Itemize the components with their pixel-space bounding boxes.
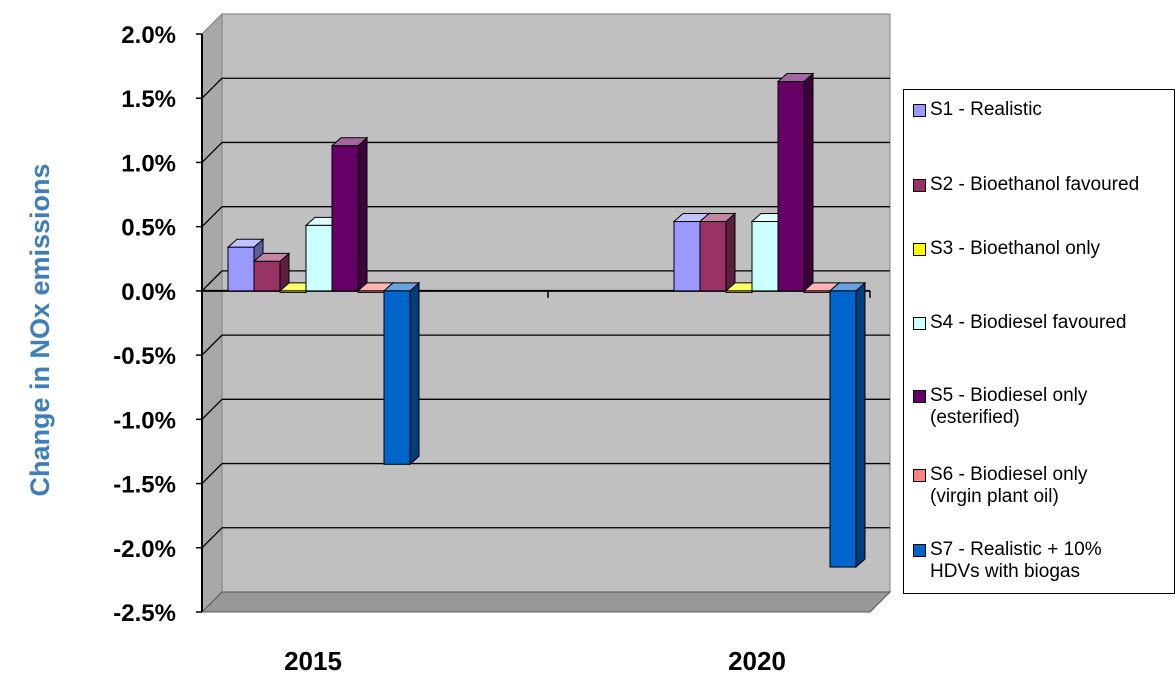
category-label: 2015 (284, 646, 342, 676)
bar-front (227, 246, 255, 292)
legend-item: S2 - Bioethanol favoured (913, 174, 1175, 196)
bar-front (829, 290, 857, 568)
gridline-side (201, 77, 223, 99)
y-tick-label: 0.5% (121, 215, 176, 242)
gridline-side (201, 463, 223, 485)
bar-front (331, 145, 359, 292)
legend-swatch (913, 390, 926, 403)
series-2 (252, 212, 737, 293)
bar-front (253, 260, 281, 292)
y-tick-label: 2.0% (121, 22, 176, 49)
legend-swatch (913, 243, 926, 256)
legend-label: S2 - Bioethanol favoured (930, 174, 1140, 195)
legend-label: S5 - Biodiesel only (esterified) (930, 385, 1088, 428)
bar (698, 212, 737, 293)
gridline-side (201, 206, 223, 228)
series-1 (226, 212, 711, 293)
bar (226, 238, 265, 293)
series-5 (330, 72, 815, 293)
legend-item: S7 - Realistic + 10% HDVs with biogas (913, 539, 1175, 583)
bar-front (279, 290, 307, 293)
y-tick-label: -1.5% (113, 472, 176, 499)
legend-swatch (913, 317, 926, 330)
y-tick-label: -2.0% (113, 536, 176, 563)
y-tick-label: 1.0% (121, 150, 176, 177)
legend-swatch (913, 544, 926, 557)
bar (252, 252, 291, 293)
bar-front (357, 290, 385, 293)
plot-floor (200, 591, 892, 613)
legend-label: S3 - Bioethanol only (930, 238, 1101, 259)
legend-swatch (913, 469, 926, 482)
y-tick-label: 0.0% (121, 279, 176, 306)
legend-label: S7 - Realistic + 10% HDVs with biogas (930, 539, 1102, 582)
bar-side (725, 212, 736, 293)
gridline-side (201, 334, 223, 356)
chart-legend: S1 - Realistic S2 - Bioethanol favoured S3… (903, 89, 1175, 594)
bar (776, 72, 815, 293)
bar (330, 136, 369, 293)
bar-front (725, 290, 753, 293)
series-7 (382, 281, 867, 569)
y-axis-title: Change in NOx emissions (25, 163, 55, 496)
bar-front (673, 221, 701, 292)
legend-label: S6 - Biodiesel only (virgin plant oil) (930, 464, 1088, 507)
plot-side-wall (201, 12, 223, 614)
category-label: 2020 (728, 646, 786, 676)
legend-swatch (913, 179, 926, 192)
bar-front (383, 290, 411, 465)
y-tick-label: -0.5% (113, 343, 176, 370)
bar-front (305, 224, 333, 292)
gridline-side (201, 141, 223, 163)
legend-label: S4 - Biodiesel favoured (930, 312, 1127, 333)
bar (382, 281, 421, 466)
gridline-side (201, 398, 223, 420)
bar (828, 281, 867, 569)
legend-item: S5 - Biodiesel only (esterified) (913, 385, 1175, 429)
gridline-side (201, 270, 223, 292)
y-tick-label: 1.5% (121, 86, 176, 113)
bar-side (409, 281, 420, 466)
bar-side (803, 72, 814, 293)
legend-item: S1 - Realistic (913, 99, 1175, 121)
bar-front (751, 221, 779, 292)
y-tick-label: -2.5% (113, 600, 176, 627)
gridline-side (201, 527, 223, 549)
y-tick-label: -1.0% (113, 407, 176, 434)
legend-item: S6 - Biodiesel only (virgin plant oil) (913, 464, 1175, 508)
bar-front (699, 221, 727, 292)
bar-side (855, 281, 866, 569)
bar-front (803, 290, 831, 293)
legend-swatch (913, 104, 926, 117)
legend-label: S1 - Realistic (930, 99, 1042, 120)
legend-item: S3 - Bioethanol only (913, 238, 1175, 260)
bar-side (357, 136, 368, 293)
bar-front (777, 81, 805, 292)
legend-item: S4 - Biodiesel favoured (913, 312, 1175, 334)
